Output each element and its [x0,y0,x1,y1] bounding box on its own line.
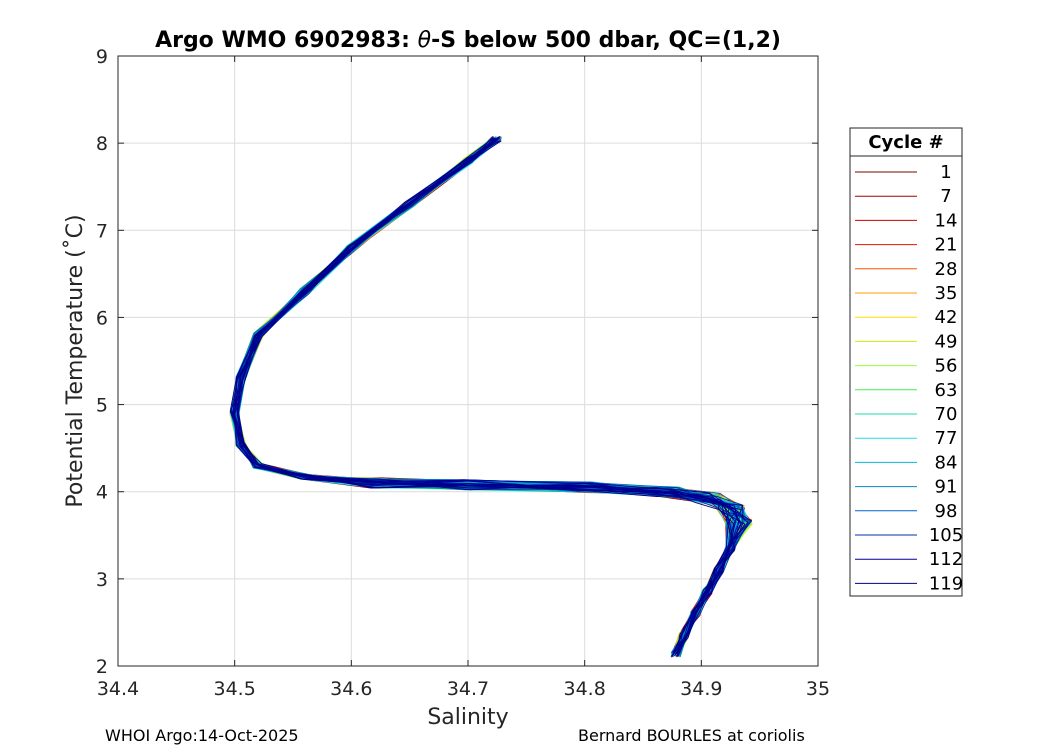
chart-title: Argo WMO 6902983: θ-S below 500 dbar, QC… [155,28,781,53]
legend-items: 1 7 14 21 28 35 42 49 56 63 70 77 84 91 98 105 112 119 [855,162,963,594]
x-tick-label: 35 [806,678,830,700]
y-axis-label: Potential Temperature (˚C) [63,214,88,507]
y-tick-label: 2 [96,656,108,678]
x-tick-label: 34.9 [680,678,722,700]
profile-line [232,137,749,654]
legend-label: 14 [935,210,958,231]
profile-lines [229,135,753,658]
profile-line [230,139,735,657]
legend-label: 35 [935,283,958,304]
legend: Cycle # 17142128354249566370778491981051… [849,127,963,597]
y-tick-label: 9 [96,46,108,68]
legend-label: 63 [935,380,958,401]
footer-left: WHOI Argo:14-Oct-2025 [105,726,299,745]
profile-line [229,137,735,657]
legend-label: 56 [935,356,958,377]
y-tick-label: 5 [96,395,108,417]
legend-label: 42 [935,307,958,328]
legend-box [849,127,963,597]
legend-label: 77 [935,428,958,449]
x-ticks: 34.4 34.5 34.6 34.7 34.8 34.9 35 [97,56,830,700]
x-tick-label: 34.8 [564,678,606,700]
legend-label: 28 [935,259,958,280]
legend-label: 70 [935,404,958,425]
x-axis-label: Salinity [427,705,508,730]
y-tick-label: 7 [96,220,108,242]
legend-label: 7 [940,186,951,207]
y-ticks: 2 3 4 5 6 7 8 9 [96,46,818,678]
y-tick-label: 4 [96,482,108,504]
legend-label: 105 [929,525,963,546]
x-tick-label: 34.5 [214,678,256,700]
legend-label: 21 [935,235,958,256]
footer-right: Bernard BOURLES at coriolis [578,726,805,745]
profile-line [237,137,741,657]
x-tick-label: 34.6 [330,678,372,700]
y-tick-label: 8 [96,133,108,155]
legend-label: 112 [929,549,963,570]
legend-label: 91 [935,477,958,498]
legend-label: 119 [929,573,963,594]
x-tick-label: 34.7 [447,678,489,700]
legend-label: 84 [935,452,958,473]
legend-label: 1 [940,162,951,183]
x-tick-label: 34.4 [97,678,139,700]
legend-label: 98 [935,501,958,522]
y-tick-label: 3 [96,569,108,591]
y-tick-label: 6 [96,307,108,329]
legend-label: 49 [935,331,958,352]
legend-title: Cycle # [868,132,943,153]
